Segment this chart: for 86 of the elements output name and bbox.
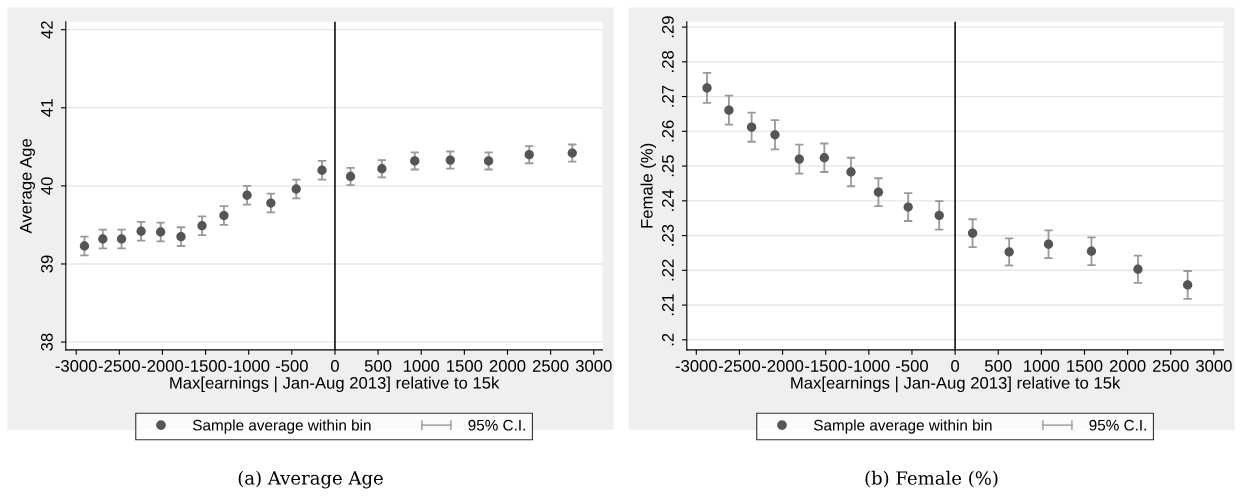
x-tick-label: -2000	[762, 360, 804, 372]
point	[317, 165, 327, 175]
x-tick-label: -500	[275, 360, 308, 372]
point	[1183, 280, 1193, 290]
y-tick-label: .23	[662, 224, 674, 246]
y-tick-label: .29	[662, 16, 674, 38]
point	[846, 167, 856, 177]
point	[410, 156, 420, 166]
y-tick-label: 39	[41, 255, 53, 273]
y-tick-label: 42	[41, 21, 53, 39]
point	[1043, 239, 1054, 249]
point	[136, 226, 146, 236]
point	[794, 154, 804, 164]
y-axis-title: Average Age	[20, 139, 36, 234]
x-tick-label: -2500	[718, 360, 761, 372]
point	[724, 105, 734, 115]
x-tick-label: -1000	[228, 360, 270, 372]
point	[176, 231, 186, 242]
x-tick-label: -1000	[848, 360, 890, 372]
point	[98, 234, 108, 244]
point	[702, 83, 712, 93]
x-tick-label: 3000	[575, 360, 612, 372]
point	[524, 149, 534, 160]
x-tick-label: 1500	[1067, 360, 1103, 372]
x-tick-label: -2000	[141, 360, 184, 372]
point	[266, 198, 276, 208]
x-tick-label: 2500	[1153, 360, 1189, 372]
point	[197, 221, 207, 231]
y-tick-label: .26	[662, 120, 674, 142]
text: (b) Female (%)	[865, 470, 998, 488]
x-tick-label: 1000	[1024, 360, 1060, 372]
text: 95% C.I.	[1089, 419, 1146, 431]
x-tick-label: 1500	[447, 360, 483, 372]
point	[116, 234, 127, 244]
x-tick-label: -3000	[675, 360, 717, 372]
point	[873, 187, 884, 197]
point	[1133, 264, 1143, 274]
point	[903, 202, 913, 212]
point	[967, 228, 978, 238]
x-tick-label: -500	[896, 360, 928, 372]
x-tick-label: 2500	[532, 360, 569, 372]
x-tick-label: 3000	[1195, 360, 1232, 372]
point	[155, 227, 166, 237]
x-tick-label: 0	[330, 360, 339, 372]
point	[819, 153, 829, 163]
y-tick-label: 38	[41, 333, 53, 351]
point	[445, 155, 455, 165]
point	[934, 210, 944, 221]
x-tick-label: -3000	[55, 360, 97, 372]
y-tick-label: .28	[662, 50, 674, 72]
x-tick-label: 1000	[403, 360, 440, 372]
point	[483, 156, 494, 166]
y-tick-label: .22	[662, 259, 674, 281]
y-tick-label: 40	[41, 177, 53, 195]
point	[219, 210, 229, 221]
point	[79, 241, 90, 251]
y-tick-label: 41	[41, 99, 53, 117]
legend-label: Sample average within bin	[813, 419, 992, 434]
x-tick-label: 500	[364, 360, 392, 372]
point	[746, 122, 757, 132]
x-tick-label: 500	[984, 360, 1012, 372]
point	[770, 130, 780, 140]
x-axis-title: Max[earnings | Jan-Aug 2013] relative to 15k	[170, 376, 500, 393]
x-tick-label: -2500	[98, 360, 140, 372]
x-tick-label: 0	[951, 360, 960, 372]
point	[377, 164, 387, 174]
y-tick-label: .24	[662, 189, 674, 211]
point	[1004, 247, 1014, 257]
x-tick-label: 2000	[1109, 360, 1146, 372]
y-tick-label: .2	[662, 333, 674, 346]
x-axis-title: Max[earnings | Jan-Aug 2013] relative to 15k	[791, 376, 1121, 393]
point	[291, 184, 301, 194]
legend-label: Sample average within bin	[192, 419, 371, 434]
point	[242, 190, 252, 200]
x-tick-label: -1500	[185, 360, 227, 372]
y-tick-label: .27	[662, 85, 674, 107]
point	[345, 171, 356, 182]
y-tick-label: .21	[662, 294, 674, 316]
y-tick-label: .25	[662, 155, 674, 177]
y-axis-title: Female (%)	[640, 143, 656, 228]
point	[1086, 246, 1097, 256]
text: (a) Average Age	[238, 470, 383, 489]
x-tick-label: -1500	[805, 360, 847, 372]
text: 95% C.I.	[468, 419, 525, 431]
x-tick-label: 2000	[489, 360, 526, 372]
point	[567, 148, 577, 158]
